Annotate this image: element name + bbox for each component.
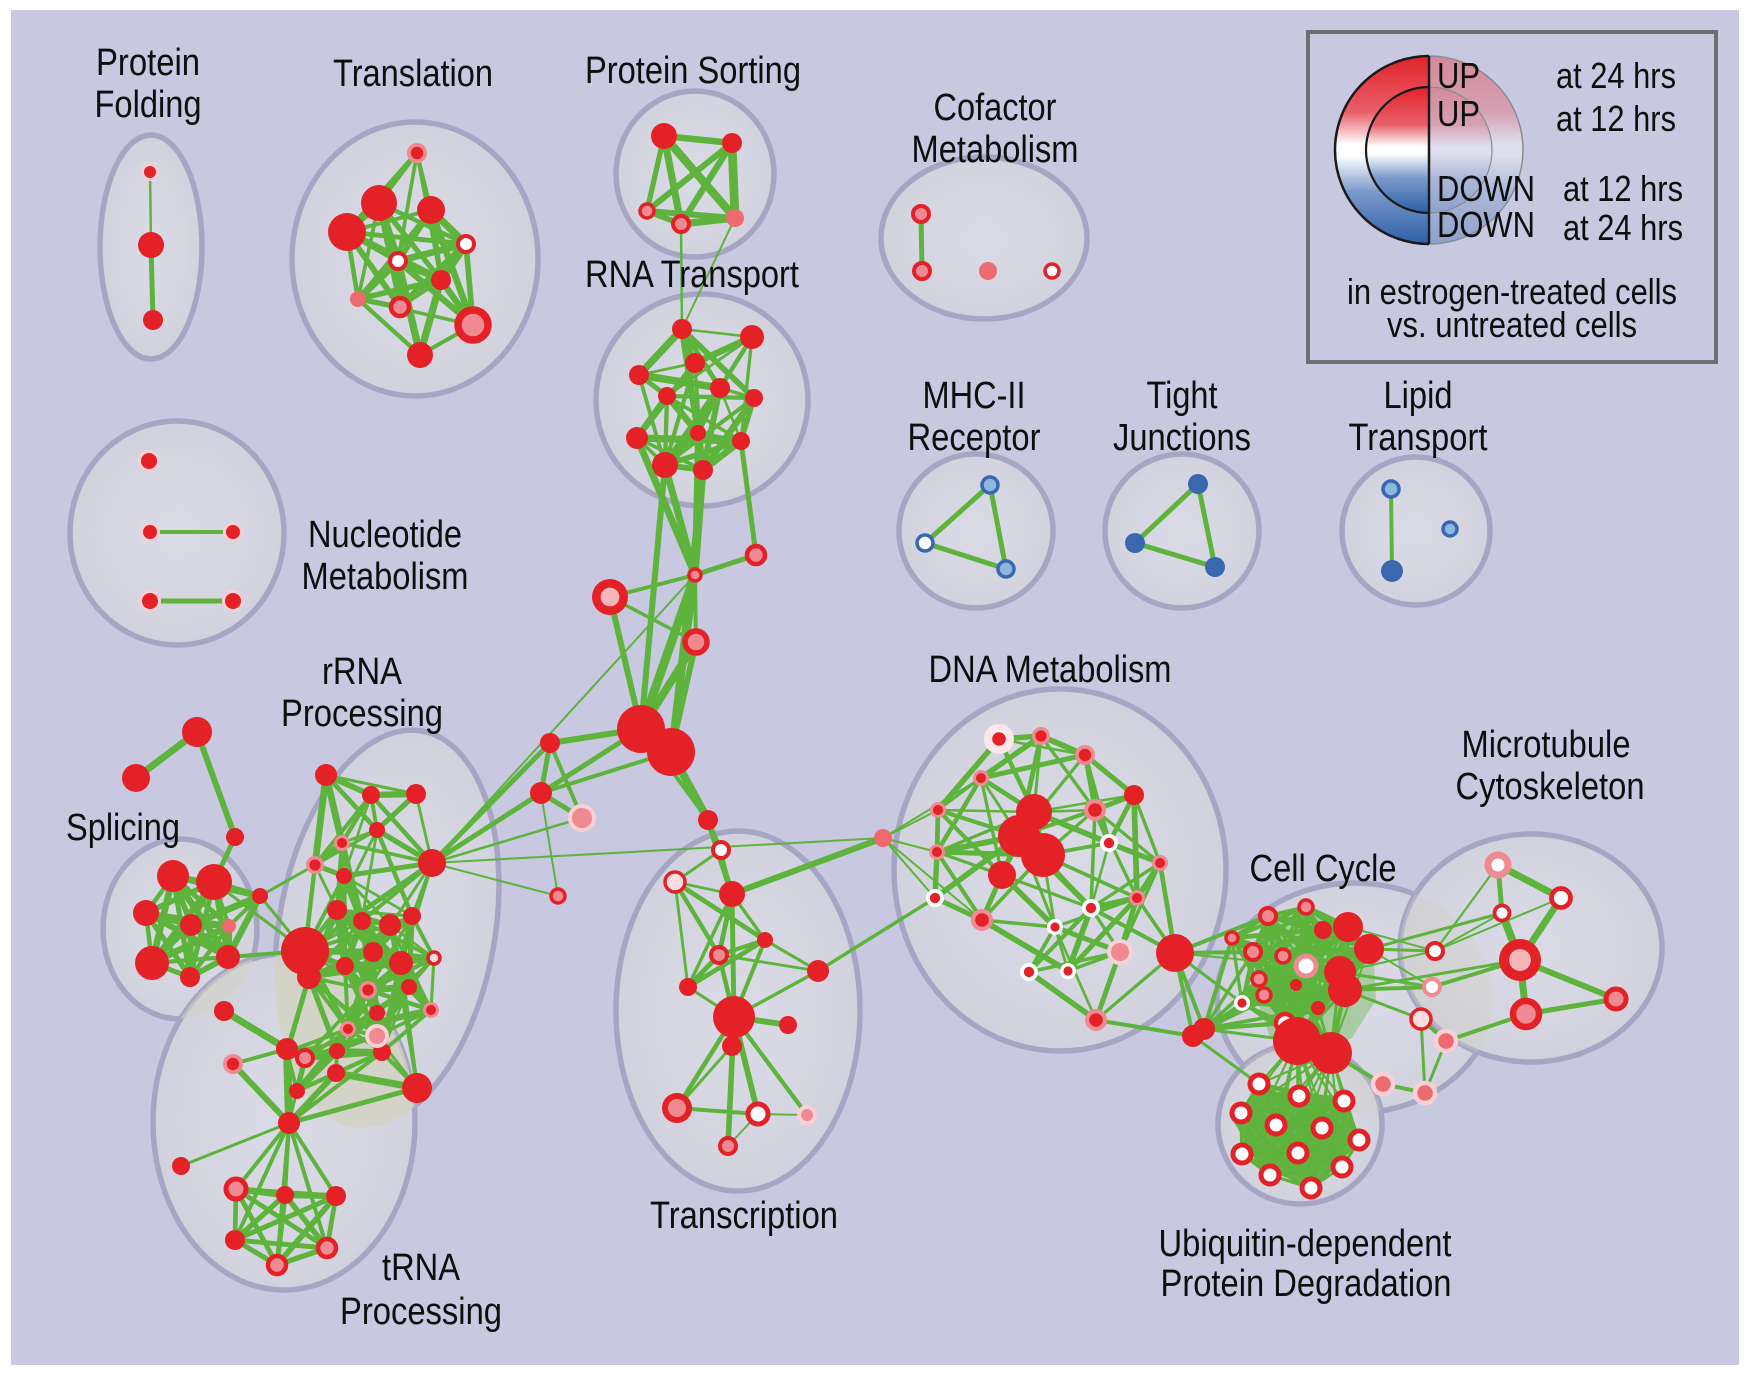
svg-text:DOWN: DOWN [1437, 168, 1535, 209]
svg-text:tRNA: tRNA [382, 1247, 461, 1289]
svg-text:DNA Metabolism: DNA Metabolism [929, 649, 1172, 691]
svg-text:Protein Sorting: Protein Sorting [585, 50, 801, 92]
svg-text:in estrogen-treated cells: in estrogen-treated cells [1347, 271, 1677, 312]
svg-text:Nucleotide: Nucleotide [308, 514, 462, 556]
svg-text:at 24 hrs: at 24 hrs [1563, 207, 1683, 248]
svg-text:Lipid: Lipid [1384, 375, 1453, 417]
svg-text:UP: UP [1437, 55, 1480, 96]
svg-text:Splicing: Splicing [66, 807, 180, 849]
svg-text:DOWN: DOWN [1437, 204, 1535, 245]
svg-text:Metabolism: Metabolism [912, 129, 1079, 171]
svg-text:Junctions: Junctions [1113, 417, 1251, 459]
svg-text:Protein: Protein [96, 42, 200, 84]
svg-text:Transport: Transport [1349, 417, 1488, 459]
svg-text:Tight: Tight [1147, 375, 1218, 417]
svg-text:RNA Transport: RNA Transport [585, 254, 799, 296]
svg-text:Translation: Translation [333, 53, 493, 95]
svg-text:at 12 hrs: at 12 hrs [1556, 98, 1676, 139]
svg-text:Cytoskeleton: Cytoskeleton [1456, 766, 1645, 808]
svg-text:Processing: Processing [281, 693, 443, 735]
svg-text:Cofactor: Cofactor [934, 87, 1057, 129]
svg-text:UP: UP [1437, 93, 1480, 134]
svg-text:at 24 hrs: at 24 hrs [1556, 55, 1676, 96]
svg-text:Cell Cycle: Cell Cycle [1250, 848, 1397, 890]
svg-text:at 12 hrs: at 12 hrs [1563, 168, 1683, 209]
svg-text:Microtubule: Microtubule [1462, 724, 1631, 766]
svg-text:Metabolism: Metabolism [302, 556, 469, 598]
svg-text:Processing: Processing [340, 1291, 502, 1333]
svg-text:vs. untreated cells: vs. untreated cells [1387, 304, 1637, 345]
svg-text:Folding: Folding [95, 84, 202, 126]
svg-text:MHC-II: MHC-II [923, 375, 1026, 417]
svg-text:rRNA: rRNA [322, 651, 403, 693]
svg-text:Protein Degradation: Protein Degradation [1161, 1263, 1452, 1305]
svg-text:Receptor: Receptor [908, 417, 1041, 459]
svg-text:Ubiquitin-dependent: Ubiquitin-dependent [1159, 1223, 1452, 1265]
svg-text:Transcription: Transcription [650, 1195, 838, 1237]
